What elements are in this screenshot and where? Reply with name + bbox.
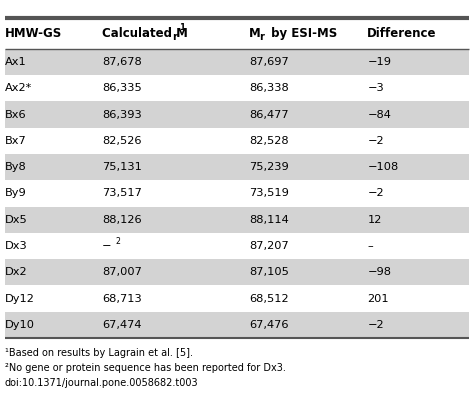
- Text: by ESI-MS: by ESI-MS: [267, 27, 337, 40]
- Text: −: −: [102, 241, 111, 251]
- Text: −2: −2: [367, 320, 384, 330]
- Text: 88,114: 88,114: [249, 215, 289, 225]
- Text: 68,713: 68,713: [102, 294, 142, 304]
- Text: −108: −108: [367, 162, 399, 172]
- Text: 82,526: 82,526: [102, 136, 141, 146]
- Text: 82,528: 82,528: [249, 136, 289, 146]
- Text: −84: −84: [367, 110, 391, 120]
- Bar: [5, 259, 469, 286]
- Text: ¹Based on results by Lagrain et al. [5].: ¹Based on results by Lagrain et al. [5].: [5, 348, 193, 358]
- Text: Dx5: Dx5: [5, 215, 27, 225]
- Text: M: M: [249, 27, 261, 40]
- Text: ²No gene or protein sequence has been reported for Dx3.: ²No gene or protein sequence has been re…: [5, 363, 286, 373]
- Text: 201: 201: [367, 294, 389, 304]
- Text: 73,517: 73,517: [102, 188, 142, 198]
- Text: 73,519: 73,519: [249, 188, 289, 198]
- Text: 87,007: 87,007: [102, 267, 142, 277]
- Text: 68,512: 68,512: [249, 294, 289, 304]
- Text: Bx7: Bx7: [5, 136, 27, 146]
- Text: 86,477: 86,477: [249, 110, 289, 120]
- Text: Ax2*: Ax2*: [5, 83, 32, 93]
- Text: 87,678: 87,678: [102, 57, 142, 67]
- Text: 88,126: 88,126: [102, 215, 142, 225]
- Text: Difference: Difference: [367, 27, 437, 40]
- Text: Ax1: Ax1: [5, 57, 27, 67]
- Text: −19: −19: [367, 57, 392, 67]
- Text: −98: −98: [367, 267, 392, 277]
- Text: Dx3: Dx3: [5, 241, 27, 251]
- Text: 87,697: 87,697: [249, 57, 289, 67]
- Text: By8: By8: [5, 162, 27, 172]
- Text: HMW-GS: HMW-GS: [5, 27, 62, 40]
- Bar: [5, 101, 469, 128]
- Text: −3: −3: [367, 83, 384, 93]
- Text: Dy10: Dy10: [5, 320, 35, 330]
- Text: r: r: [259, 32, 264, 42]
- Text: 86,393: 86,393: [102, 110, 142, 120]
- Text: r: r: [172, 32, 177, 42]
- Bar: [5, 312, 469, 338]
- Text: 2: 2: [115, 238, 120, 246]
- Bar: [5, 154, 469, 180]
- Text: 86,335: 86,335: [102, 83, 142, 93]
- Text: 75,239: 75,239: [249, 162, 289, 172]
- Text: 87,207: 87,207: [249, 241, 289, 251]
- Text: –: –: [367, 241, 373, 251]
- Text: Dy12: Dy12: [5, 294, 35, 304]
- Text: Bx6: Bx6: [5, 110, 27, 120]
- Text: Calculated M: Calculated M: [102, 27, 188, 40]
- Text: −2: −2: [367, 136, 384, 146]
- Bar: [5, 49, 469, 75]
- Text: −2: −2: [367, 188, 384, 198]
- Text: 75,131: 75,131: [102, 162, 142, 172]
- Text: 67,476: 67,476: [249, 320, 288, 330]
- Text: Dx2: Dx2: [5, 267, 27, 277]
- Bar: [5, 206, 469, 233]
- Text: 67,474: 67,474: [102, 320, 141, 330]
- Text: 87,105: 87,105: [249, 267, 289, 277]
- Text: doi:10.1371/journal.pone.0058682.t003: doi:10.1371/journal.pone.0058682.t003: [5, 378, 198, 388]
- Text: By9: By9: [5, 188, 27, 198]
- Text: 1: 1: [179, 23, 185, 32]
- Text: 86,338: 86,338: [249, 83, 289, 93]
- Text: 12: 12: [367, 215, 382, 225]
